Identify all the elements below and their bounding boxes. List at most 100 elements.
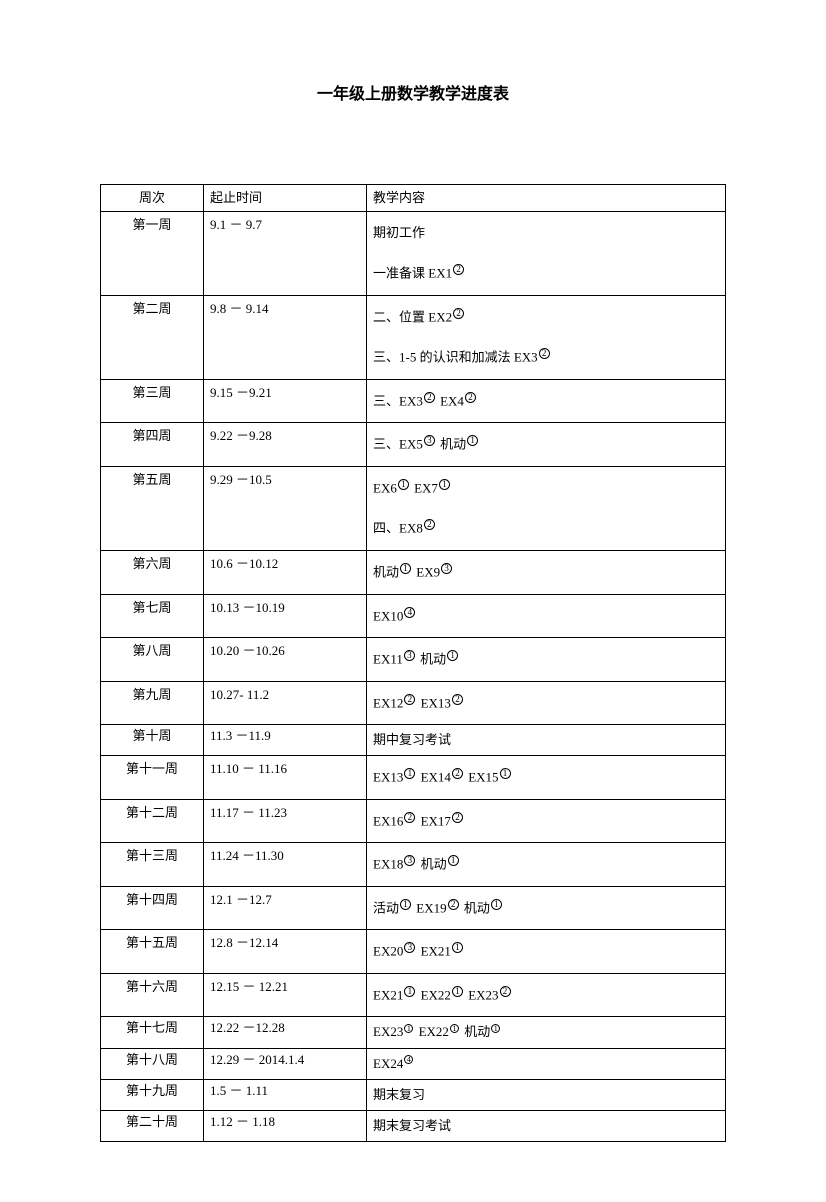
- cell-week: 第五周: [101, 466, 204, 550]
- text-segment: 三、EX5: [373, 437, 423, 452]
- cell-week: 第九周: [101, 681, 204, 725]
- circled-superscript-icon: 2: [500, 986, 511, 997]
- circled-superscript-icon: 2: [465, 392, 476, 403]
- text-segment: EX16: [373, 813, 403, 828]
- line-spacer: [373, 501, 719, 515]
- cell-content: 期中复习考试: [367, 725, 726, 756]
- text-segment: EX17: [417, 813, 451, 828]
- content-line: 三、1-5 的认识和加减法 EX32: [373, 348, 719, 367]
- table-row: 第十八周12.29 － 2014.1.4EX244: [101, 1048, 726, 1079]
- circled-superscript-icon: 1: [452, 942, 463, 953]
- circled-superscript-icon: 1: [491, 1024, 500, 1033]
- schedule-table: 周次 起止时间 教学内容 第一周9.1 － 9.7期初工作一准备课 EX12第二…: [100, 184, 726, 1142]
- table-row: 第二十周1.12 － 1.18期末复习考试: [101, 1110, 726, 1141]
- text-segment: 四、EX8: [373, 521, 423, 536]
- content-line: EX122 EX132: [373, 694, 719, 713]
- text-segment: EX13: [417, 695, 451, 710]
- circled-superscript-icon: 2: [448, 899, 459, 910]
- text-segment: EX19: [413, 900, 447, 915]
- cell-dates: 12.1 －12.7: [204, 886, 367, 930]
- circled-superscript-icon: 4: [404, 1055, 413, 1064]
- cell-content: EX211 EX221 EX232: [367, 973, 726, 1017]
- content-line: 期初工作: [373, 224, 719, 242]
- circled-superscript-icon: 2: [452, 694, 463, 705]
- content-line: EX183 机动1: [373, 855, 719, 874]
- content-line: EX113 机动1: [373, 650, 719, 669]
- table-row: 第二周9.8 － 9.14二、位置 EX22三、1-5 的认识和加减法 EX32: [101, 295, 726, 379]
- header-week: 周次: [101, 185, 204, 212]
- cell-week: 第一周: [101, 212, 204, 296]
- cell-week: 第七周: [101, 594, 204, 638]
- text-segment: 机动: [437, 437, 466, 452]
- circled-superscript-icon: 1: [447, 650, 458, 661]
- cell-week: 第十六周: [101, 973, 204, 1017]
- circled-superscript-icon: 1: [400, 563, 411, 574]
- cell-dates: 9.22 －9.28: [204, 423, 367, 467]
- cell-content: EX61 EX71四、EX82: [367, 466, 726, 550]
- content-line: 期中复习考试: [373, 731, 719, 749]
- text-segment: 三、1-5 的认识和加减法 EX3: [373, 350, 538, 365]
- circled-superscript-icon: 1: [404, 1024, 413, 1033]
- cell-dates: 9.29 －10.5: [204, 466, 367, 550]
- circled-superscript-icon: 2: [453, 264, 464, 275]
- text-segment: 三、EX3: [373, 393, 423, 408]
- content-line: 期末复习考试: [373, 1117, 719, 1135]
- circled-superscript-icon: 3: [404, 942, 415, 953]
- circled-superscript-icon: 2: [404, 694, 415, 705]
- table-row: 第六周10.6 －10.12机动1 EX93: [101, 550, 726, 594]
- cell-week: 第四周: [101, 423, 204, 467]
- cell-dates: 10.20 －10.26: [204, 638, 367, 682]
- cell-content: 期末复习考试: [367, 1110, 726, 1141]
- text-segment: 二、位置 EX2: [373, 309, 452, 324]
- cell-dates: 10.27- 11.2: [204, 681, 367, 725]
- table-row: 第十三周 11.24 －11.30EX183 机动1: [101, 843, 726, 887]
- cell-week: 第二周: [101, 295, 204, 379]
- content-line: 活动1 EX192 机动1: [373, 899, 719, 918]
- text-segment: EX22: [417, 987, 451, 1002]
- table-row: 第三周9.15 －9.21三、EX32 EX42: [101, 379, 726, 423]
- text-segment: 机动: [417, 857, 446, 872]
- circled-superscript-icon: 1: [404, 986, 415, 997]
- circled-superscript-icon: 1: [452, 986, 463, 997]
- cell-dates: 11.3 －11.9: [204, 725, 367, 756]
- circled-superscript-icon: 4: [404, 607, 415, 618]
- text-segment: 期末复习: [373, 1087, 425, 1102]
- content-line: 二、位置 EX22: [373, 308, 719, 327]
- text-segment: 机动: [417, 651, 446, 666]
- text-segment: EX23: [373, 1024, 403, 1039]
- circled-superscript-icon: 3: [404, 650, 415, 661]
- cell-week: 第十八周: [101, 1048, 204, 1079]
- cell-content: EX131 EX142 EX151: [367, 756, 726, 800]
- text-segment: 机动: [461, 1024, 490, 1039]
- circled-superscript-icon: 3: [441, 563, 452, 574]
- text-segment: EX20: [373, 944, 403, 959]
- table-row: 第五周9.29 －10.5EX61 EX71四、EX82: [101, 466, 726, 550]
- circled-superscript-icon: 1: [404, 768, 415, 779]
- cell-content: EX104: [367, 594, 726, 638]
- cell-content: 三、EX53 机动1: [367, 423, 726, 467]
- cell-dates: 10.6 －10.12: [204, 550, 367, 594]
- text-segment: EX12: [373, 695, 403, 710]
- text-segment: EX21: [373, 987, 403, 1002]
- cell-dates: 10.13 －10.19: [204, 594, 367, 638]
- cell-content: 期末复习: [367, 1079, 726, 1110]
- table-row: 第十周11.3 －11.9期中复习考试: [101, 725, 726, 756]
- cell-dates: 11.17 － 11.23: [204, 799, 367, 843]
- cell-content: EX203 EX211: [367, 930, 726, 974]
- text-segment: EX23: [465, 987, 499, 1002]
- text-segment: EX13: [373, 770, 403, 785]
- cell-content: 期初工作一准备课 EX12: [367, 212, 726, 296]
- text-segment: EX9: [413, 564, 440, 579]
- circled-superscript-icon: 2: [404, 812, 415, 823]
- circled-superscript-icon: 1: [450, 1024, 459, 1033]
- text-segment: 机动: [373, 564, 399, 579]
- cell-dates: 9.15 －9.21: [204, 379, 367, 423]
- content-line: EX203 EX211: [373, 942, 719, 961]
- content-line: EX131 EX142 EX151: [373, 768, 719, 787]
- table-row: 第十六周12.15 － 12.21EX211 EX221 EX232: [101, 973, 726, 1017]
- page-title: 一年级上册数学教学进度表: [100, 80, 726, 104]
- circled-superscript-icon: 3: [404, 855, 415, 866]
- circled-superscript-icon: 1: [400, 899, 411, 910]
- text-segment: 期中复习考试: [373, 732, 451, 747]
- circled-superscript-icon: 1: [500, 768, 511, 779]
